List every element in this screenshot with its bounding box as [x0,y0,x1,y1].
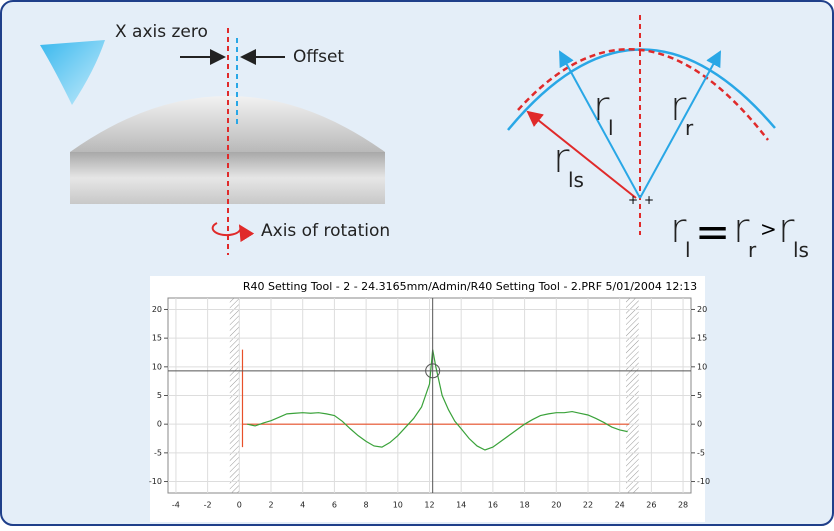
equation-term: r [733,206,750,252]
x-tick-label: 28 [678,501,688,510]
label: Offset [293,47,344,67]
x-tick-label: 4 [300,501,305,510]
equation-term: ls [793,238,809,262]
x-tick-label: -2 [204,501,212,510]
cursor-marker [425,363,441,379]
y-tick-label: 15 [152,334,162,343]
equation-term: r [778,206,795,252]
radius [526,110,637,199]
equation-term: r [748,238,757,262]
y-tick-label: 5 [157,391,162,400]
x-tick-label: 14 [456,501,466,510]
y-tick-label: -10 [149,477,162,486]
equation-operator: > [760,217,777,241]
y-tick-label: 15 [697,334,707,343]
lens-body [70,152,385,204]
chart: -4 -2 0 2 4 6 8 10 12 14 16 18 20 22 24 26 28-10 -10-5 -50… [149,297,710,510]
y-tick-label: 10 [697,362,707,371]
radius [639,50,721,199]
y-tick-label: 20 [697,305,707,314]
series-line [241,349,630,448]
x-tick-label: 12 [424,501,434,510]
y-tick-label: 0 [157,420,162,429]
center-mark: + [628,193,638,207]
x-tick-label: 22 [583,501,593,510]
radius [559,50,641,199]
x-tick-label: 8 [364,501,369,510]
center-mark: + [644,193,654,207]
radius-label: r [553,136,570,182]
y-tick-label: -5 [697,448,705,457]
y-tick-label: -5 [154,448,162,457]
x-tick-label: 10 [393,501,403,510]
radius-label: r [670,84,687,130]
x-tick-label: 0 [237,501,242,510]
x-tick-label: 2 [268,501,273,510]
x-tick-label: 20 [551,501,561,510]
y-tick-label: 20 [152,305,162,314]
lens-dome [70,96,385,152]
x-tick-label: 18 [519,501,529,510]
x-tick-label: 24 [615,501,625,510]
x-tick-label: -4 [172,501,180,510]
arc [517,48,769,141]
chart-title: R40 Setting Tool - 2 - 24.3165mm/Admin/R… [243,280,697,293]
equation-term: r [670,206,687,252]
y-tick-label: 0 [697,420,702,429]
x-tick-label: 26 [646,501,656,510]
radius-label: r [593,84,610,130]
y-tick-label: 5 [697,391,702,400]
rotation-arrow [211,222,255,243]
equation-term: l [685,238,691,262]
radius-label: l [608,116,614,140]
y-tick-label: 10 [152,362,162,371]
radius-label: r [685,116,694,140]
equation-operator: = [695,207,730,256]
x-tick-label: 6 [332,501,337,510]
x-tick-label: 16 [488,501,498,510]
label: Axis of rotation [261,221,390,241]
series-line [247,349,628,451]
label: X axis zero [115,22,208,42]
y-tick-label: -10 [697,477,710,486]
radius-label: ls [568,168,584,192]
tool-icon [40,40,105,105]
